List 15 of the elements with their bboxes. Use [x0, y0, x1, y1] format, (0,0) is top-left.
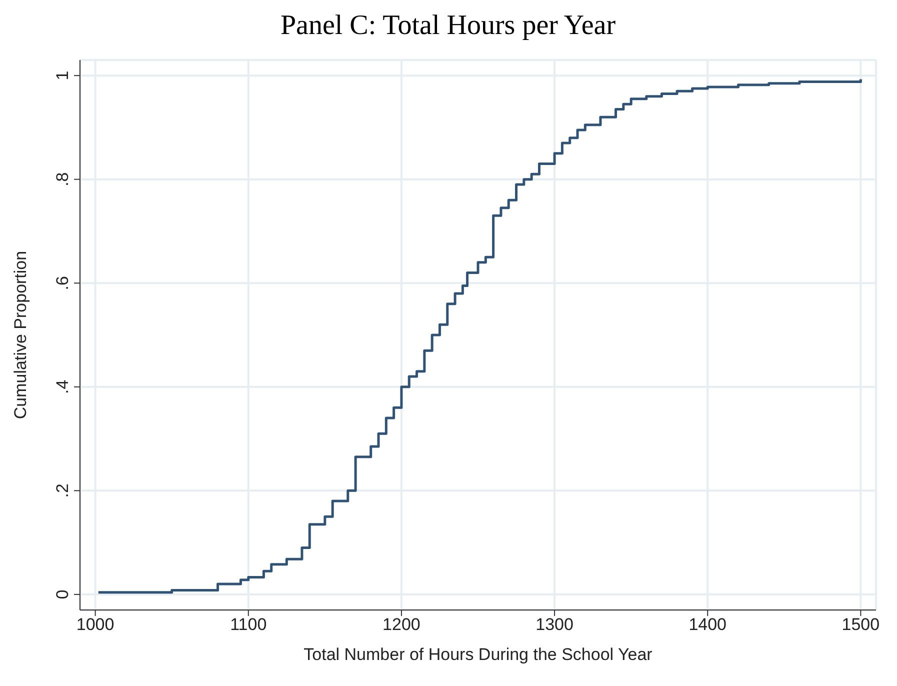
y-tick-label: .2: [53, 484, 72, 498]
y-tick-label: .4: [53, 380, 72, 394]
y-axis-title: Cumulative Proportion: [11, 250, 30, 420]
chart-title: Panel C: Total Hours per Year: [279, 9, 617, 43]
x-axis-title: Total Number of Hours During the School Year: [304, 645, 653, 664]
x-tick-label: 1400: [688, 615, 727, 634]
y-tick-label: 1: [53, 70, 72, 80]
y-tick-label: 0: [53, 590, 72, 600]
x-tick-label: 1200: [382, 615, 420, 634]
y-tick-label: .8: [53, 172, 72, 186]
y-tick-label: .6: [53, 276, 72, 290]
x-tick-label: 1500: [842, 615, 880, 634]
x-tick-label: 1000: [76, 615, 114, 634]
x-tick-label: 1100: [230, 615, 267, 634]
x-tick-label: 1300: [536, 615, 574, 634]
